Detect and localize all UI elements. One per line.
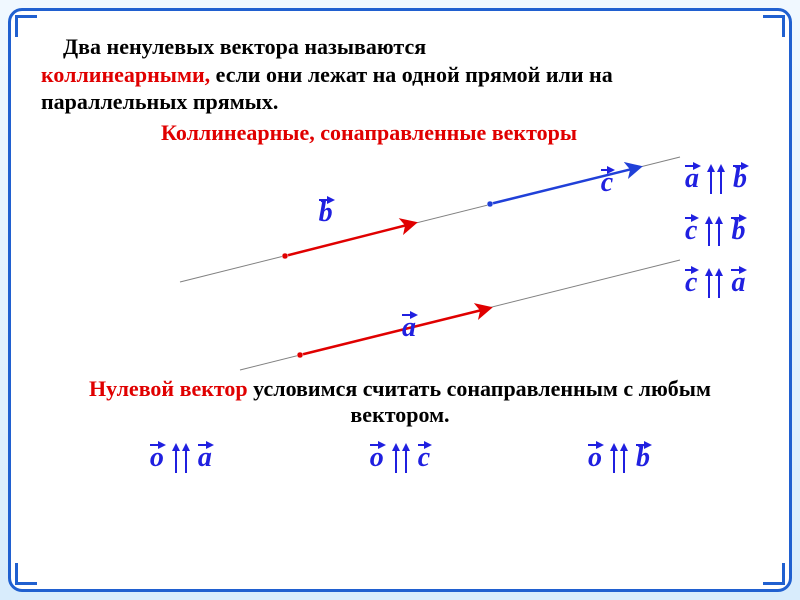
vector-label-b: b [317,197,335,229]
corner-decoration [763,563,785,585]
corner-decoration [763,15,785,37]
vector-symbol-a: a [729,267,747,299]
para-text-red: коллинеарными, [41,62,210,87]
codirectional-icon [172,443,190,473]
codirectional-icon [610,443,628,473]
subtitle: Коллинеарные, сонаправленные векторы [161,120,759,146]
relation-row: ca [683,267,749,299]
para-text-1: Два ненулевых вектора называются [63,34,426,59]
vector-symbol-b: b [634,442,652,474]
codirectional-icon [707,164,725,194]
footer-rest: условимся считать сонаправленным с любым… [248,376,711,427]
vector-diagram: bca [41,152,759,372]
footer-red: Нулевой вектор [89,376,248,401]
relation-row: ob [586,442,652,474]
bottom-relations: oaocob [41,442,759,474]
vector-symbol-c: c [683,215,699,247]
vector-symbol-o: o [586,442,604,474]
vector-label-c: c [599,167,615,199]
definition-paragraph: Два ненулевых вектора называются коллине… [41,33,759,116]
vector-symbol-a: a [196,442,214,474]
codirectional-icon [705,268,723,298]
side-relations: abcbca [683,163,749,299]
corner-decoration [15,563,37,585]
relation-row: oc [368,442,432,474]
vector-symbol-o: o [368,442,386,474]
vector-symbol-c: c [683,267,699,299]
codirectional-icon [705,216,723,246]
slide-content: Два ненулевых вектора называются коллине… [41,33,759,571]
vector-symbol-b: b [731,163,749,195]
relation-row: oa [148,442,214,474]
relation-row: cb [683,215,749,247]
vector-symbol-b: b [729,215,747,247]
corner-decoration [15,15,37,37]
footer-text: Нулевой вектор условимся считать сонапра… [41,376,759,429]
vector-label-a: a [400,312,418,344]
codirectional-icon [392,443,410,473]
slide-frame: Два ненулевых вектора называются коллине… [8,8,792,592]
vector-symbol-a: a [683,163,701,195]
vector-symbol-o: o [148,442,166,474]
relation-row: ab [683,163,749,195]
vector-symbol-c: c [416,442,432,474]
